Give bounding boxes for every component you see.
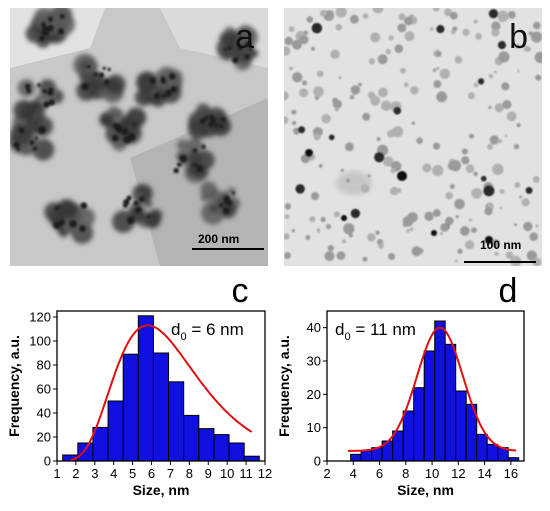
tem-image-a: a 200 nm <box>10 8 268 266</box>
histogram-bar <box>444 343 457 462</box>
histogram-bar <box>243 455 260 462</box>
tem-image-b: b 100 nm <box>284 8 542 266</box>
size-annotation: d0 = 11 nm <box>335 320 416 343</box>
histogram-bar <box>213 434 230 462</box>
histogram-bar <box>122 353 139 462</box>
y-tick-label: 80 <box>37 358 51 373</box>
x-tick-label: 1 <box>53 466 60 481</box>
x-tick-label: 8 <box>402 466 409 481</box>
x-tick-label: 12 <box>258 466 272 481</box>
scale-bar-b <box>464 261 536 263</box>
x-tick-label: 9 <box>205 466 212 481</box>
y-tick-label: 10 <box>307 420 321 435</box>
x-tick-label: 4 <box>350 466 357 481</box>
x-tick-label: 7 <box>167 466 174 481</box>
y-tick-label: 20 <box>37 430 51 445</box>
y-tick-label: 30 <box>307 354 321 369</box>
plot-frame <box>56 310 266 462</box>
panel-letter-d: d <box>499 272 518 310</box>
x-tick-label: 14 <box>477 466 491 481</box>
y-tick-label: 20 <box>307 387 321 402</box>
histogram-bar <box>455 390 467 462</box>
plot-frame <box>326 310 525 462</box>
size-annotation: d0 = 6 nm <box>171 320 244 343</box>
histogram-bar <box>198 428 215 462</box>
x-axis-label: Size, nm <box>133 482 190 498</box>
histogram-bar <box>413 387 425 462</box>
histogram-bar <box>107 400 124 462</box>
y-tick-label: 100 <box>29 334 51 349</box>
x-tick-label: 6 <box>148 466 155 481</box>
histogram-bar <box>152 352 170 462</box>
x-tick-label: 2 <box>72 466 79 481</box>
x-tick-label: 3 <box>91 466 98 481</box>
x-tick-label: 5 <box>129 466 136 481</box>
x-tick-label: 4 <box>110 466 117 481</box>
y-tick-label: 60 <box>37 382 51 397</box>
panel-letter-a: a <box>235 18 254 56</box>
histogram-bar <box>360 450 373 462</box>
histogram-bar <box>137 315 154 462</box>
histogram-bar <box>486 443 499 462</box>
histogram-bar <box>350 453 362 462</box>
histogram-bar <box>183 414 200 462</box>
histogram-bar <box>434 320 446 462</box>
y-tick-label: 40 <box>307 320 321 335</box>
y-tick-label: 40 <box>37 406 51 421</box>
histogram-bar <box>402 410 415 462</box>
scale-bar-label-a: 200 nm <box>198 232 240 246</box>
histogram-d: 2 4 6 8 10 12 14 16 0 10 20 30 40 Size, nm Frequency, … <box>276 310 525 498</box>
histogram-bar <box>423 350 436 462</box>
x-tick-label: 10 <box>425 466 439 481</box>
x-tick-label: 8 <box>186 466 193 481</box>
histogram-bar <box>168 381 185 462</box>
panel-letter-c: c <box>232 272 249 310</box>
y-tick-label: 0 <box>314 454 321 469</box>
histogram-bar <box>476 433 488 462</box>
x-tick-label: 2 <box>323 466 330 481</box>
y-tick-label: 120 <box>29 310 51 325</box>
x-tick-label: 11 <box>239 466 253 481</box>
x-tick-label: 16 <box>504 466 518 481</box>
panel-letter-b: b <box>509 18 528 56</box>
x-tick-label: 6 <box>376 466 383 481</box>
x-axis-label: Size, nm <box>397 482 454 498</box>
y-tick-label: 0 <box>44 454 51 469</box>
scale-bar-a <box>192 248 264 250</box>
fit-curve <box>347 326 517 452</box>
y-axis-label: Frequency, a.u. <box>6 335 22 437</box>
histogram-bar <box>228 442 245 462</box>
fit-curve <box>69 324 253 462</box>
histogram-bar <box>77 442 94 462</box>
x-tick-label: 12 <box>451 466 465 481</box>
scale-bar-label-b: 100 nm <box>480 238 522 252</box>
y-axis-label: Frequency, a.u. <box>276 335 292 437</box>
x-tick-label: 10 <box>220 466 234 481</box>
